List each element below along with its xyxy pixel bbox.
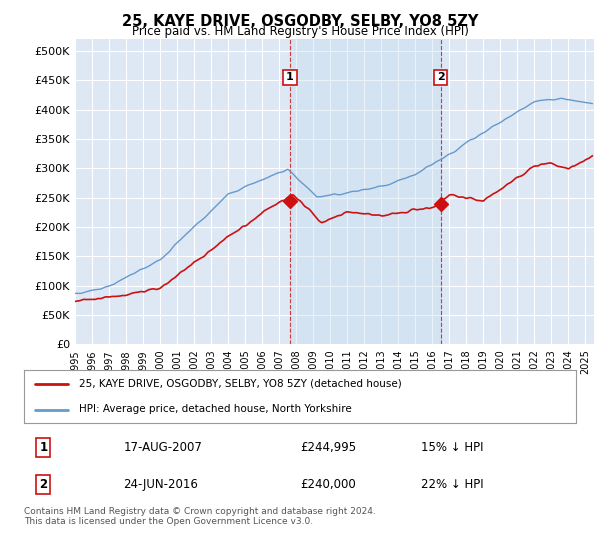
Text: £244,995: £244,995 [300, 441, 356, 454]
Text: 1: 1 [39, 441, 47, 454]
Text: Price paid vs. HM Land Registry's House Price Index (HPI): Price paid vs. HM Land Registry's House … [131, 25, 469, 38]
Bar [290, 39, 440, 344]
Text: 2: 2 [39, 478, 47, 492]
Text: 2: 2 [437, 72, 445, 82]
Text: 24-JUN-2016: 24-JUN-2016 [124, 478, 198, 492]
Text: 25, KAYE DRIVE, OSGODBY, SELBY, YO8 5ZY (detached house): 25, KAYE DRIVE, OSGODBY, SELBY, YO8 5ZY … [79, 379, 402, 389]
Text: HPI: Average price, detached house, North Yorkshire: HPI: Average price, detached house, Nort… [79, 404, 352, 414]
Text: 22% ↓ HPI: 22% ↓ HPI [421, 478, 484, 492]
Text: 1: 1 [286, 72, 294, 82]
Text: Contains HM Land Registry data © Crown copyright and database right 2024.
This d: Contains HM Land Registry data © Crown c… [24, 507, 376, 526]
Text: 15% ↓ HPI: 15% ↓ HPI [421, 441, 484, 454]
Text: £240,000: £240,000 [300, 478, 356, 492]
Text: 17-AUG-2007: 17-AUG-2007 [124, 441, 202, 454]
Text: 25, KAYE DRIVE, OSGODBY, SELBY, YO8 5ZY: 25, KAYE DRIVE, OSGODBY, SELBY, YO8 5ZY [122, 14, 478, 29]
